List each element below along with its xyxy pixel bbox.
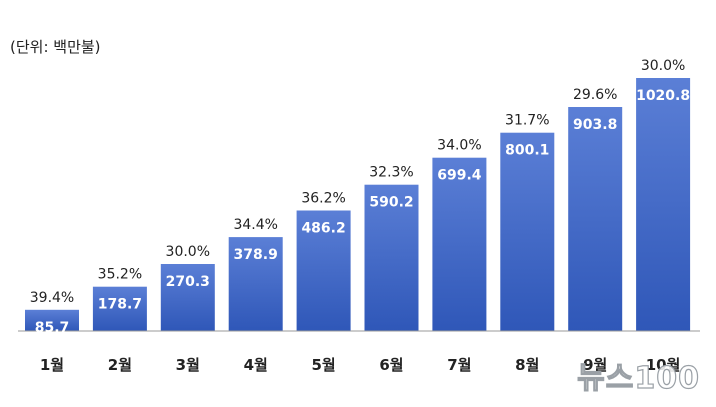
category-label-5: 5월 xyxy=(311,356,335,374)
bar-value-label-2: 178.7 xyxy=(98,297,142,313)
bar-5 xyxy=(296,210,351,331)
category-label-10: 10월 xyxy=(646,356,681,374)
labels-layer: 85.7 39.4% 1월 178.7 35.2% 2월 270.3 30.0% 3월 378.9… xyxy=(30,58,690,374)
category-label-9: 9월 xyxy=(583,356,607,374)
bar-value-label-7: 699.4 xyxy=(437,168,482,184)
bar-value-label-4: 378.9 xyxy=(234,247,278,263)
percent-label-4: 34.4% xyxy=(233,217,277,233)
category-label-1: 1월 xyxy=(40,356,64,374)
bar-10 xyxy=(636,78,691,331)
bar-value-label-8: 800.1 xyxy=(505,143,549,159)
bar-value-label-1: 85.7 xyxy=(35,320,70,336)
percent-label-9: 29.6% xyxy=(573,87,617,103)
category-label-4: 4월 xyxy=(244,356,268,374)
bar-9 xyxy=(568,107,623,331)
percent-label-10: 30.0% xyxy=(641,58,685,74)
bar-8 xyxy=(500,132,555,331)
percent-label-1: 39.4% xyxy=(30,290,74,306)
percent-label-5: 36.2% xyxy=(301,191,345,207)
bar-value-label-6: 590.2 xyxy=(369,195,413,211)
percent-label-6: 32.3% xyxy=(369,165,413,181)
bar-value-label-5: 486.2 xyxy=(301,221,345,237)
bar-value-label-10: 1020.8 xyxy=(636,88,690,104)
percent-label-8: 31.7% xyxy=(505,113,549,129)
bar-1 xyxy=(25,309,79,331)
bar-3 xyxy=(160,264,215,331)
category-label-3: 3월 xyxy=(176,356,200,374)
category-label-8: 8월 xyxy=(515,356,539,374)
bars-layer xyxy=(25,78,691,331)
bar-4 xyxy=(228,237,283,331)
percent-label-2: 35.2% xyxy=(98,267,142,283)
percent-label-3: 30.0% xyxy=(166,244,210,260)
category-label-2: 2월 xyxy=(108,356,132,374)
watermark-logo: 뉴스100 xyxy=(577,360,700,396)
bar-7 xyxy=(432,157,487,331)
category-label-7: 7월 xyxy=(447,356,471,374)
bar-2 xyxy=(92,286,147,331)
bar-6 xyxy=(364,184,419,331)
bar-value-label-9: 903.8 xyxy=(573,117,617,133)
category-label-6: 6월 xyxy=(379,356,403,374)
percent-label-7: 34.0% xyxy=(437,138,481,154)
bar-value-label-3: 270.3 xyxy=(166,274,210,290)
unit-label: (단위: 백만불) xyxy=(10,38,101,56)
